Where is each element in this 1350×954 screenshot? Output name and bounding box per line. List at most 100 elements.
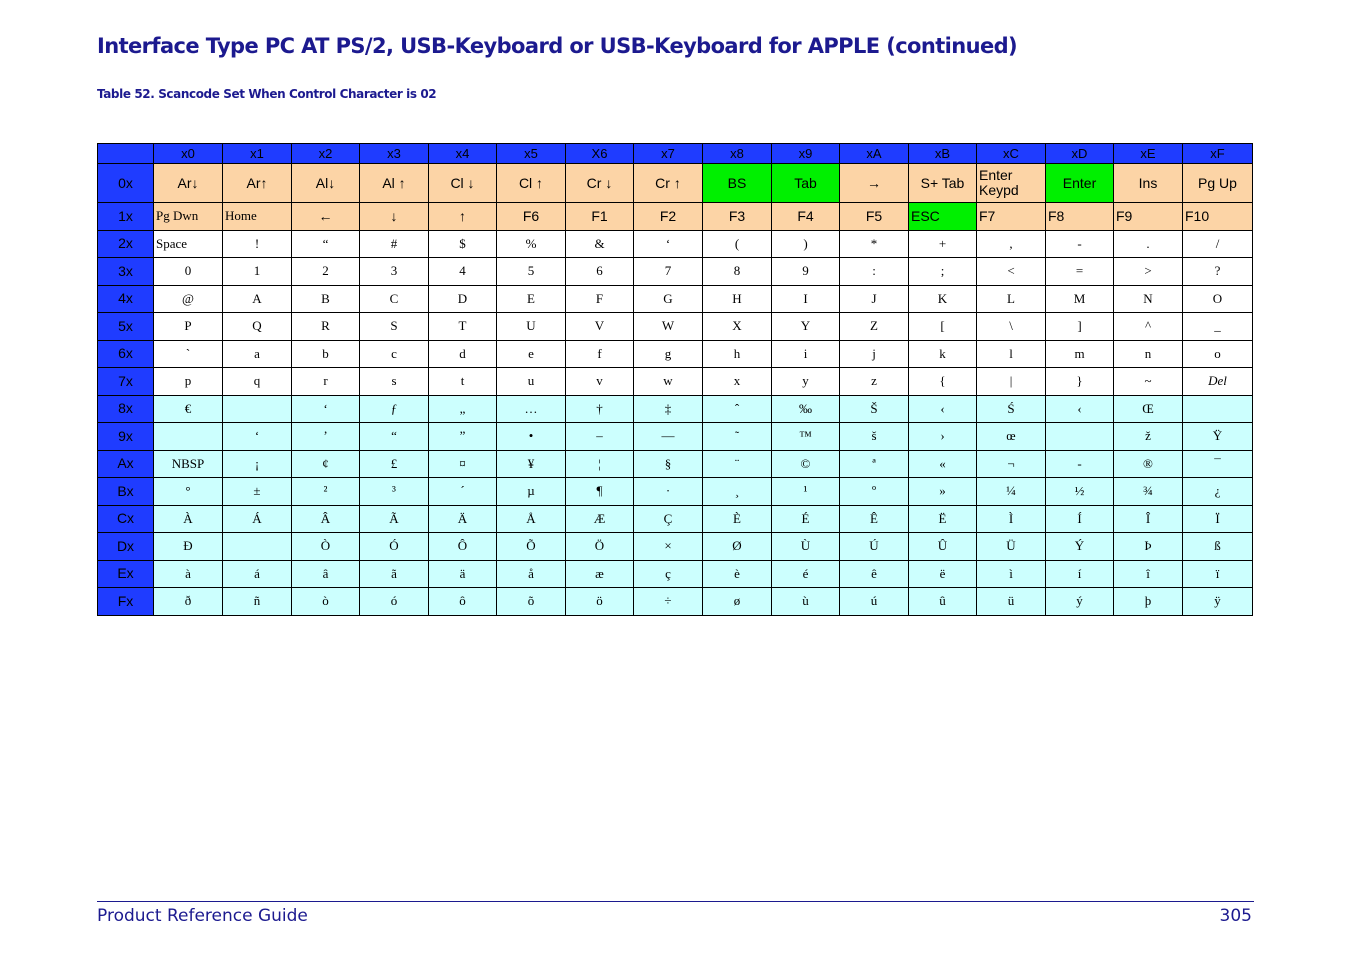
code-cell: Ð (153, 532, 223, 561)
code-cell: ‡ (633, 394, 703, 423)
scancode-table: x0 x1 x2 x3 x4 x5 X6 x7 x8 x9 xA xB xC xD xE xF 0x Ar↓ Ar… (97, 143, 1253, 616)
code-cell: E (496, 284, 566, 313)
code-cell: £ (359, 449, 429, 478)
code-cell: y (771, 367, 840, 396)
row-header-7x: 7x (97, 367, 154, 396)
code-cell: { (908, 367, 977, 396)
code-cell: ¤ (428, 449, 497, 478)
code-cell: ) (771, 229, 840, 258)
code-cell: w (633, 367, 703, 396)
table-row-3x: 3x 0 1 2 3 4 5 6 7 8 9:; < = >? (97, 257, 1253, 286)
code-cell: ’ (291, 422, 360, 451)
table-row-ex: Ex à á â ã ä å æ ç è é ê ë ì í î ï (97, 559, 1253, 588)
code-cell: Ó (359, 532, 429, 561)
code-cell: Â (291, 504, 360, 533)
page-title: Interface Type PC AT PS/2, USB-Keyboard … (97, 34, 1018, 58)
code-cell: F7 (976, 202, 1046, 231)
code-cell: L (976, 284, 1046, 313)
code-cell: B (291, 284, 360, 313)
code-cell: œ (976, 422, 1046, 451)
row-header-2x: 2x (97, 229, 154, 258)
code-cell: Pg Dwn (153, 202, 223, 231)
code-cell: W (633, 312, 703, 341)
code-cell: ù (771, 587, 840, 616)
code-cell: Del (1182, 367, 1253, 396)
code-cell: b (291, 339, 360, 368)
column-header-x2: x2 (291, 143, 360, 164)
code-cell: a (222, 339, 292, 368)
code-cell: Î (1113, 504, 1183, 533)
code-cell: á (222, 559, 292, 588)
code-cell: 2 (291, 257, 360, 286)
code-cell: c (359, 339, 429, 368)
code-cell: ò (291, 587, 360, 616)
code-cell: . (1113, 229, 1183, 258)
code-cell: ? (1182, 257, 1253, 286)
code-cell: F (565, 284, 634, 313)
code-cell: Ô (428, 532, 497, 561)
code-cell: Ü (976, 532, 1046, 561)
row-header-5x: 5x (97, 312, 154, 341)
code-cell: \ (976, 312, 1046, 341)
code-cell: n (1113, 339, 1183, 368)
code-cell: S (359, 312, 429, 341)
column-header-xc: xC (976, 143, 1046, 164)
code-cell: g (633, 339, 703, 368)
code-cell: ê (839, 559, 909, 588)
code-cell: Á (222, 504, 292, 533)
code-cell: U (496, 312, 566, 341)
code-cell: Ä (428, 504, 497, 533)
code-cell: º (839, 477, 909, 506)
code-cell: 6 (565, 257, 634, 286)
code-cell: v (565, 367, 634, 396)
code-cell: ë (908, 559, 977, 588)
code-cell: ô (428, 587, 497, 616)
code-cell: þ (1113, 587, 1183, 616)
code-cell: 7 (633, 257, 703, 286)
code-cell: ¨ (702, 449, 772, 478)
code-cell: ‰ (771, 394, 840, 423)
code-cell: F8 (1045, 202, 1114, 231)
code-cell: t (428, 367, 497, 396)
code-cell: V (565, 312, 634, 341)
code-cell: Ÿ (1182, 422, 1253, 451)
column-header-row: x0 x1 x2 x3 x4 x5 X6 x7 x8 x9 xA xB xC xD xE xF (97, 143, 1253, 164)
column-header-x4: x4 (428, 143, 497, 164)
code-cell: À (153, 504, 223, 533)
column-header-x0: x0 (153, 143, 223, 164)
code-cell: Ê (839, 504, 909, 533)
code-cell: → (839, 163, 909, 203)
code-cell: ï (1182, 559, 1253, 588)
code-cell: ì (976, 559, 1046, 588)
code-cell: õ (496, 587, 566, 616)
code-cell: = (1045, 257, 1114, 286)
code-cell: Enter Keypd (976, 163, 1046, 203)
row-header-8x: 8x (97, 394, 154, 423)
code-cell: Cl ↑ (496, 163, 566, 203)
code-cell: j (839, 339, 909, 368)
code-cell: T (428, 312, 497, 341)
code-cell: X (702, 312, 772, 341)
code-cell: Al ↑ (359, 163, 429, 203)
code-cell: Cl ↓ (428, 163, 497, 203)
code-cell: ¿ (1182, 477, 1253, 506)
code-cell: 4 (428, 257, 497, 286)
code-cell: Ì (976, 504, 1046, 533)
table-row-1x: 1x Pg Dwn Home ← ↓ ↑ F6 F1 F2 F3 F4 F5 ESC F7 F8 F9 F10 (97, 202, 1253, 231)
code-cell: ~ (1113, 367, 1183, 396)
table-row-bx: Bx ° ± ² ³ ´ µ ¶ · ¸ ¹ º» ¼ ½ ¾ ¿ (97, 477, 1253, 506)
code-cell: ‘ (222, 422, 292, 451)
code-cell: í (1045, 559, 1114, 588)
code-cell: ↓ (359, 202, 429, 231)
code-cell: 3 (359, 257, 429, 286)
code-cell: è (702, 559, 772, 588)
code-cell: % (496, 229, 566, 258)
table-row-fx: Fx ð ñ ò ó ô õ ö ÷ ø ù ú û ü ý þ ÿ (97, 587, 1253, 616)
code-cell: — (633, 422, 703, 451)
code-cell: Œ (1113, 394, 1183, 423)
corner-cell (97, 143, 154, 164)
table-row-5x: 5x P Q R S T U V W X Y Z[\] ^ _ (97, 312, 1253, 341)
code-cell: ç (633, 559, 703, 588)
code-cell: å (496, 559, 566, 588)
table-row-0x: 0x Ar↓ Ar↑ Al↓ Al ↑ Cl ↓ Cl ↑ Cr ↓ Cr ↑ BS Tab → S+ … (97, 163, 1253, 203)
